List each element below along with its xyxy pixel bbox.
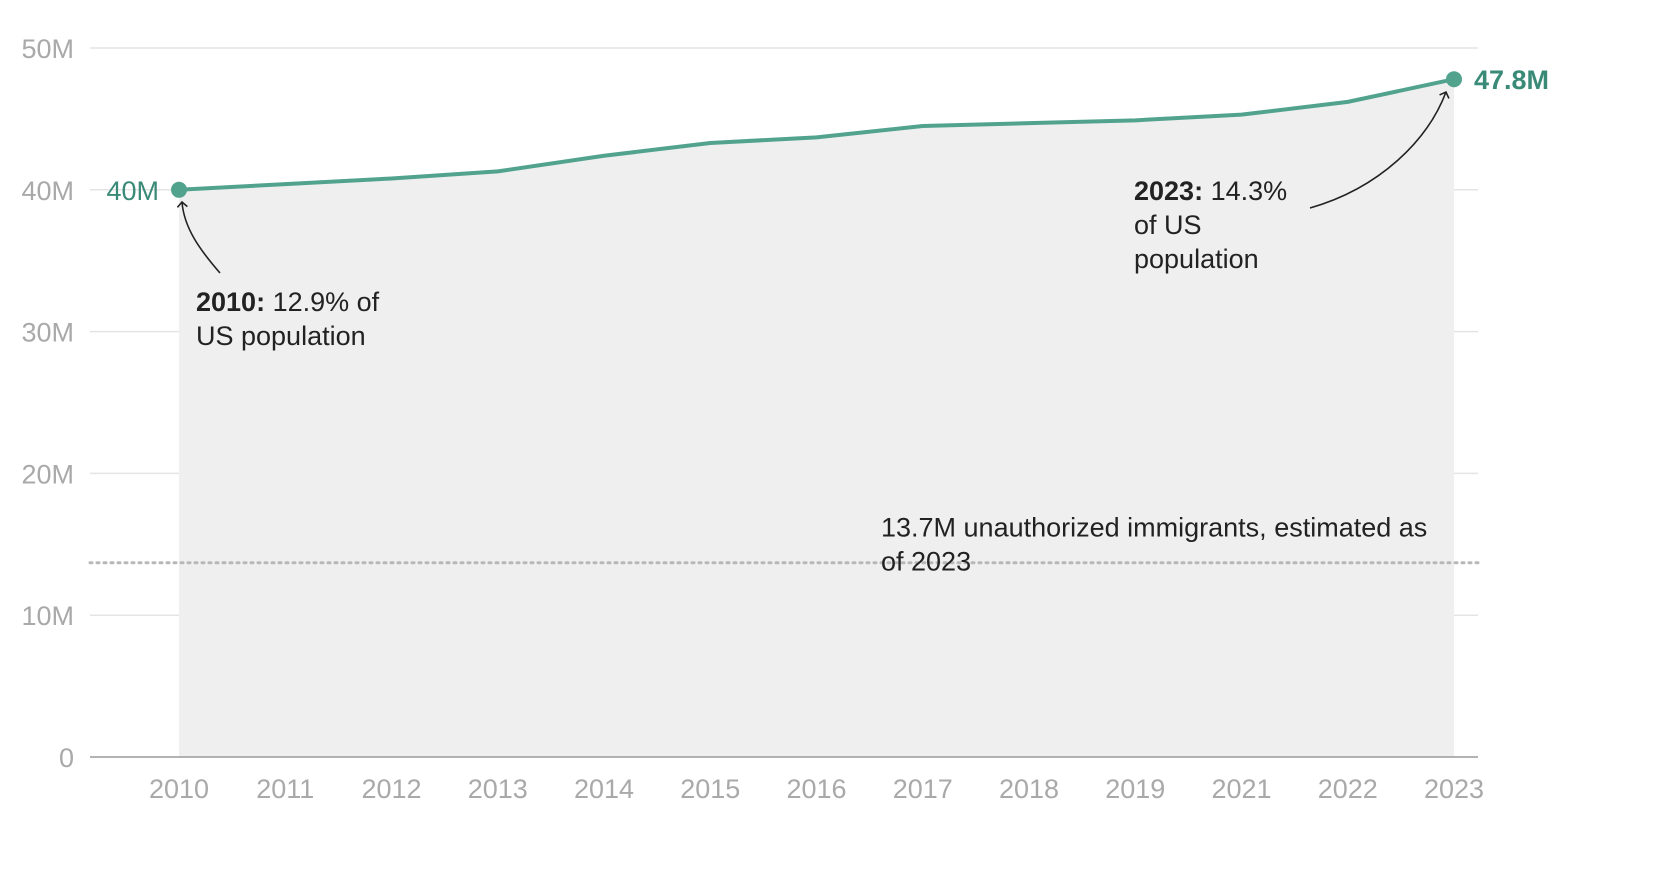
- y-tick-label: 0: [59, 743, 74, 773]
- y-tick-label: 10M: [21, 601, 74, 631]
- y-tick-label: 50M: [21, 34, 74, 64]
- reference-line-label: 13.7M unauthorized immigrants, estimated…: [881, 513, 1435, 577]
- x-axis-ticks: 2010 2011 2012 2013 2014 2015 2016 2017 2018 2019…: [149, 774, 1484, 804]
- annotation-arrow-2023: [1309, 90, 1450, 209]
- annotation-2010-line-1: 12.9% of: [265, 287, 380, 317]
- annotation-2023: 2023: 14.3% of US population: [1134, 176, 1295, 274]
- series-line: [178, 77, 1455, 192]
- annotation-2023-year: 2023:: [1134, 176, 1203, 206]
- x-tick-label: 2014: [574, 774, 634, 804]
- annotation-2023-line-1: 14.3%: [1203, 176, 1287, 206]
- area-fill: [179, 79, 1454, 758]
- x-tick-label: 2018: [999, 774, 1059, 804]
- data-point: [1446, 71, 1462, 88]
- start-value-label: 40M: [106, 176, 159, 206]
- annotation-2023-line-3: population: [1134, 244, 1259, 274]
- x-tick-label: 2019: [1105, 774, 1165, 804]
- annotation-2010-line-2: US population: [196, 321, 366, 351]
- y-tick-label: 30M: [21, 318, 74, 348]
- x-tick-label: 2017: [893, 774, 953, 804]
- reference-label-line-2: of 2023: [881, 547, 971, 577]
- x-tick-label: 2011: [256, 774, 314, 804]
- x-tick-label: 2022: [1318, 774, 1378, 804]
- x-tick-label: 2013: [468, 774, 528, 804]
- x-tick-label: 2016: [786, 774, 846, 804]
- x-tick-label: 2015: [680, 774, 740, 804]
- data-point: [171, 181, 187, 198]
- annotation-2023-line-2: of US: [1134, 210, 1202, 240]
- x-tick-label: 2012: [361, 774, 421, 804]
- reference-label-line-1: 13.7M unauthorized immigrants, estimated…: [881, 513, 1427, 543]
- y-tick-label: 40M: [21, 176, 74, 206]
- y-axis-ticks: 0 10M 20M 30M 40M 50M: [21, 34, 74, 773]
- x-tick-label: 2023: [1424, 774, 1484, 804]
- annotation-2010: 2010: 12.9% of US population: [196, 287, 387, 351]
- annotation-arrow-2010: [176, 200, 221, 274]
- x-tick-label: 2021: [1211, 774, 1271, 804]
- data-points: [171, 71, 1462, 198]
- end-value-label: 47.8M: [1474, 65, 1549, 95]
- annotation-2010-year: 2010:: [196, 287, 265, 317]
- y-tick-label: 20M: [21, 459, 74, 489]
- x-tick-label: 2010: [149, 774, 209, 804]
